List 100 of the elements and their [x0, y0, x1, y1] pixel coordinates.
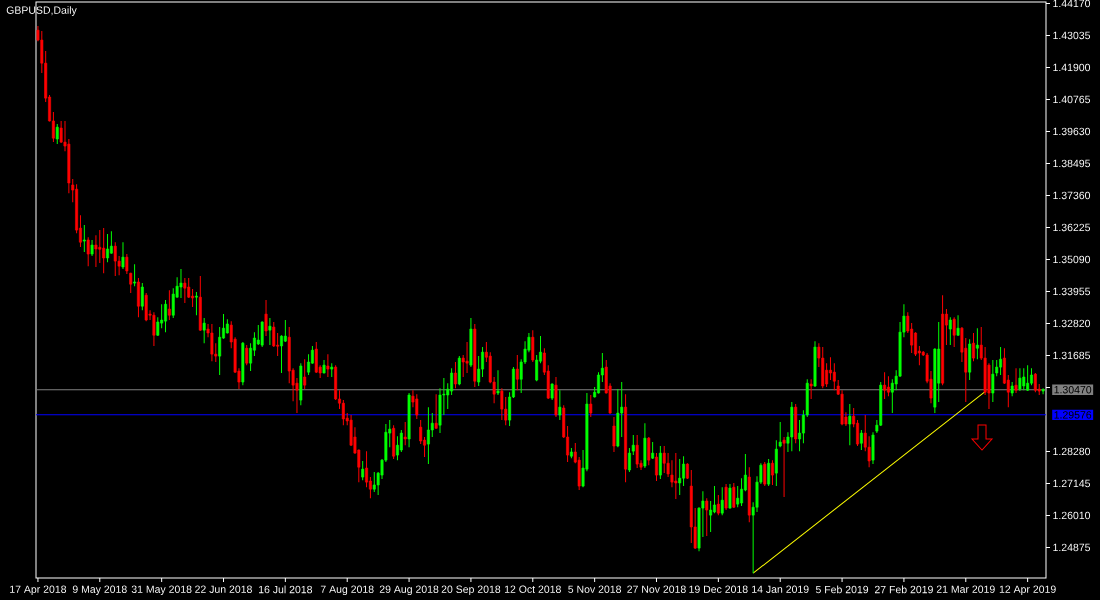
candlestick	[303, 358, 307, 390]
candlestick	[720, 486, 724, 516]
candlestick	[496, 369, 500, 396]
candlestick	[133, 263, 137, 287]
candlestick	[314, 341, 318, 374]
candlestick	[890, 378, 894, 414]
candlestick	[113, 241, 117, 277]
x-tick-label: 16 Jul 2018	[259, 585, 313, 594]
candlestick	[98, 229, 102, 264]
candlestick	[372, 471, 376, 493]
candlestick	[975, 327, 979, 360]
candlestick	[167, 289, 171, 321]
candlestick	[419, 419, 423, 445]
candlestick	[326, 353, 330, 378]
ref-line-label: 1.29576	[1054, 411, 1092, 419]
candlestick	[341, 399, 345, 426]
candlestick	[948, 316, 952, 346]
candlestick	[426, 406, 430, 465]
candlestick	[736, 485, 740, 508]
x-tick-label: 5 Nov 2018	[568, 585, 622, 593]
candlestick	[454, 361, 457, 389]
candlestick	[848, 403, 852, 446]
candlestick	[972, 332, 975, 362]
candlestick	[179, 268, 183, 299]
candlestick	[55, 123, 59, 145]
candlestick	[674, 452, 678, 500]
candlestick	[952, 316, 956, 348]
x-tick-label: 19 Dec 2018	[689, 585, 748, 593]
candlestick	[106, 233, 109, 263]
candlestick	[991, 359, 995, 403]
candlestick	[264, 299, 268, 337]
candlestick	[771, 459, 774, 486]
candlestick	[767, 458, 771, 487]
candlestick	[268, 317, 272, 346]
candlestick	[361, 460, 365, 481]
candlestick	[515, 354, 519, 391]
candlestick	[140, 282, 144, 311]
candlestick	[782, 436, 786, 498]
y-tick-label: 1.36225	[1053, 223, 1091, 232]
candlestick	[500, 387, 504, 421]
candlestick	[558, 389, 562, 421]
candlestick	[886, 375, 890, 397]
y-tick-label: 1.43035	[1053, 31, 1091, 40]
candlestick	[194, 291, 198, 316]
candlestick	[280, 334, 283, 374]
candlestick	[774, 439, 778, 487]
ref-line-label: 1.30470	[1054, 385, 1092, 394]
x-tick-label: 5 Feb 2019	[815, 585, 869, 594]
candlestick	[86, 236, 90, 267]
y-tick-label: 1.31685	[1053, 351, 1091, 360]
candlestick	[832, 362, 836, 391]
candlestick	[191, 288, 195, 308]
candlestick	[164, 299, 167, 333]
y-tick-label: 1.41900	[1053, 63, 1091, 72]
candlestick	[716, 494, 720, 516]
y-tick-label: 1.37360	[1053, 191, 1091, 200]
x-tick-label: 29 Aug 2018	[379, 585, 439, 596]
candlestick	[260, 320, 264, 348]
x-tick-label: 22 Jun 2018	[195, 585, 252, 593]
candlestick	[724, 483, 728, 511]
candlestick	[102, 227, 106, 274]
candlestick	[859, 429, 863, 451]
candlestick	[612, 416, 616, 453]
candlestick	[109, 230, 113, 255]
candlestick	[883, 371, 887, 400]
candlestick	[202, 317, 206, 344]
candlestick	[678, 458, 682, 496]
x-tick-label: 9 May 2018	[72, 585, 127, 596]
x-tick-label: 17 Apr 2018	[10, 585, 67, 596]
candlestick	[152, 311, 156, 347]
x-tick-label: 14 Jan 2019	[752, 585, 809, 593]
candlestick	[171, 287, 175, 319]
candlestick	[658, 445, 662, 480]
candlestick	[245, 344, 249, 366]
candlestick	[450, 367, 454, 396]
candlestick	[82, 224, 86, 253]
candlestick	[809, 378, 813, 400]
candlestick	[1018, 367, 1022, 392]
candlestick	[627, 447, 631, 473]
y-tick-label: 1.24875	[1053, 543, 1091, 552]
candlestick	[597, 371, 600, 395]
y-tick-label: 1.33955	[1053, 287, 1091, 296]
candlestick	[121, 241, 125, 270]
candlestick	[399, 429, 403, 453]
candlestick	[635, 434, 639, 469]
candlestick	[396, 435, 399, 461]
x-tick-label: 12 Oct 2018	[504, 585, 561, 593]
candlestick	[1014, 367, 1018, 394]
candlestick	[1022, 367, 1026, 391]
x-tick-label: 31 May 2018	[131, 585, 192, 596]
y-tick-label: 1.44170	[1053, 0, 1091, 8]
candlestick	[829, 356, 832, 381]
candlestick	[403, 421, 407, 446]
chart-title: GBPUSD,Daily	[6, 6, 77, 16]
candlestick	[856, 419, 859, 447]
candlestick	[535, 354, 539, 382]
candlestick	[531, 329, 535, 363]
candlestick	[1033, 372, 1037, 393]
x-tick-label: 27 Nov 2018	[627, 585, 686, 593]
y-tick-label: 1.32820	[1053, 319, 1091, 328]
